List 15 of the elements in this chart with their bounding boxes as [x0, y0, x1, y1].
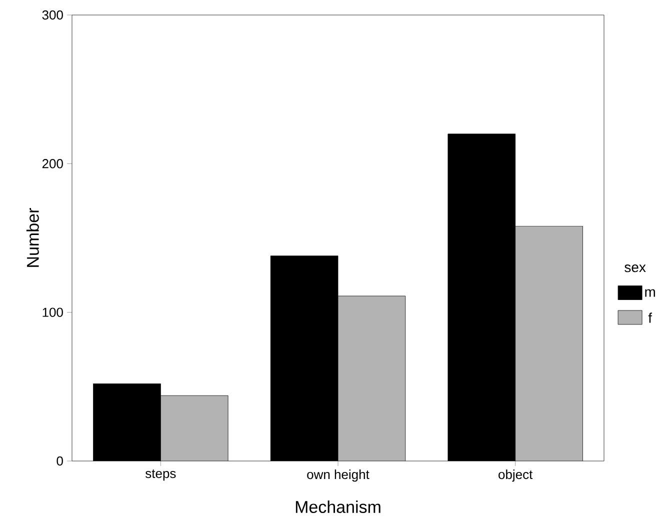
bar [515, 226, 583, 461]
y-tick-label: 300 [42, 10, 63, 20]
x-axis-title: Mechanism [296, 500, 380, 514]
legend-title: sex [624, 264, 646, 272]
x-tick-label: object [498, 470, 533, 482]
bar [160, 395, 228, 461]
y-tick-label: 200 [42, 159, 63, 168]
y-tick-label: 0 [56, 456, 63, 466]
legend-label: f [648, 312, 652, 323]
y-tick-label: 100 [42, 308, 63, 317]
legend-label: m [645, 289, 655, 297]
x-tick-label: own height [307, 470, 370, 482]
bar [338, 296, 406, 461]
x-tick-label: steps [145, 470, 176, 481]
y-axis-title: Number [26, 208, 39, 267]
